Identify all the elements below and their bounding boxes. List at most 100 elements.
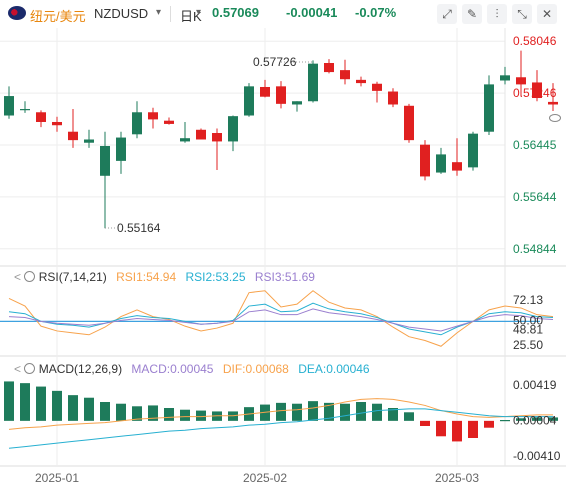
candle-body	[516, 77, 526, 85]
expand-icon[interactable]: ⤡	[512, 4, 532, 24]
dif-line	[8, 398, 553, 430]
nz-flag-icon	[8, 6, 26, 20]
period-dropdown-icon[interactable]: ▾	[196, 7, 202, 18]
candle-body	[228, 116, 238, 142]
x-axis-label: 2025-03	[435, 471, 479, 485]
candle-body	[116, 137, 126, 161]
rsi-tick-label: 48.81	[513, 323, 543, 337]
rsi-series	[0, 290, 554, 347]
price-tick-label: 0.54844	[513, 242, 557, 256]
candle-body	[548, 101, 558, 105]
macd-bar	[52, 390, 62, 421]
candle-body	[244, 86, 254, 116]
candle-body	[196, 129, 206, 140]
x-axis-label: 2025-02	[243, 471, 287, 485]
candle-body	[500, 75, 510, 81]
macd-bar	[180, 409, 190, 421]
candle-body	[164, 120, 174, 124]
price-tick-label: 0.55644	[513, 190, 557, 204]
indicator-icon[interactable]: ⫶	[487, 4, 507, 24]
candle-body	[452, 162, 462, 171]
collapse-icon[interactable]: <	[14, 270, 22, 284]
macd-tick-label: 0.00004	[513, 414, 557, 428]
candle-body	[68, 131, 78, 141]
low-annotation: 0.55164	[117, 221, 161, 235]
macd-bar	[340, 403, 350, 421]
candle-body	[180, 138, 190, 142]
candle-body	[484, 84, 494, 132]
rsi1-value: RSI1:54.94	[116, 270, 177, 284]
candle-body	[340, 70, 350, 80]
macd-bar	[516, 418, 526, 421]
candle-body	[388, 91, 398, 105]
macd-tick-label: 0.00419	[513, 378, 557, 392]
rsi2-value: RSI2:53.25	[185, 270, 246, 284]
macd-bar	[356, 402, 366, 421]
macd-histogram	[4, 381, 558, 442]
last-price: 0.57069	[212, 5, 259, 20]
x-axis-ticks: 2025-01 2025-02 2025-03	[35, 471, 479, 485]
rsi-header: < RSI(7,14,21) RSI1:54.94 RSI2:53.25 RSI…	[14, 270, 315, 284]
symbol-name-cn[interactable]: 纽元/美元	[30, 9, 86, 24]
x-axis-label: 2025-01	[35, 471, 79, 485]
macd-bar	[420, 420, 430, 426]
macd-bar	[388, 408, 398, 421]
candle-body	[372, 83, 382, 91]
macd-bar	[148, 405, 158, 421]
macd-bar	[404, 412, 414, 421]
macd-lines	[8, 398, 553, 449]
candle-body	[436, 154, 446, 173]
candle-body	[100, 145, 110, 176]
candle-body	[324, 63, 334, 73]
macd-bar	[308, 401, 318, 421]
macd-bar	[372, 403, 382, 421]
candle-body	[148, 112, 158, 120]
candle-body	[84, 139, 94, 143]
macd-bar	[324, 402, 334, 421]
fullscreen-icon[interactable]: ⤢	[437, 4, 457, 24]
candle-body	[308, 63, 318, 102]
symbol-dropdown-icon[interactable]: ▾	[156, 7, 162, 18]
candle-body	[404, 105, 414, 141]
macd-bar	[548, 417, 558, 421]
collapse-icon[interactable]: <	[14, 362, 22, 376]
price-tick-label: 0.57246	[513, 86, 557, 100]
macd-bar	[68, 395, 78, 421]
candle-body	[20, 109, 30, 111]
symbol-code[interactable]: NZDUSD	[94, 6, 149, 21]
macd-title: MACD(12,26,9)	[38, 362, 123, 376]
candle-body	[420, 144, 430, 177]
macd-bar	[468, 420, 478, 438]
rsi-title: RSI(7,14,21)	[38, 270, 107, 284]
macd-bar	[84, 397, 94, 421]
period-selector[interactable]: 日K	[180, 9, 202, 24]
macd-bar	[532, 417, 542, 421]
macd-bar	[100, 402, 110, 421]
candle-body	[532, 82, 542, 99]
draw-icon[interactable]: ✎	[462, 4, 482, 24]
high-annotation: 0.57726	[253, 55, 297, 69]
rsi-tick-label: 50.00	[513, 313, 543, 327]
candle-body	[276, 86, 286, 104]
y-axis-ticks: 0.58046 0.57246 0.56445 0.55644 0.54844 72.13…	[513, 34, 561, 463]
gear-icon[interactable]	[24, 363, 36, 374]
candle-body	[292, 101, 302, 105]
candle-body	[132, 112, 142, 135]
price-annotations: 0.57726 0.55164	[105, 55, 313, 235]
gear-icon[interactable]	[24, 271, 36, 282]
eye-icon[interactable]	[549, 110, 561, 125]
macd-bar	[4, 381, 14, 421]
candle-body	[260, 86, 270, 97]
macd-bar	[500, 420, 510, 422]
rsi-tick-label: 72.13	[513, 293, 543, 307]
macd-bar	[132, 406, 142, 421]
macd-bar	[276, 402, 286, 421]
macd-bar	[452, 420, 462, 442]
rsi3-value: RSI3:51.69	[254, 270, 315, 284]
dif-value: DIF:0.00068	[222, 362, 289, 376]
chart-toolbar: 纽元/美元 NZDUSD ▾ 日K ▾ 0.57069 -0.00041 -0.…	[0, 0, 566, 28]
close-icon[interactable]: ✕	[537, 4, 557, 24]
macd-tick-label: -0.00410	[513, 449, 561, 463]
macd-bar	[164, 408, 174, 421]
